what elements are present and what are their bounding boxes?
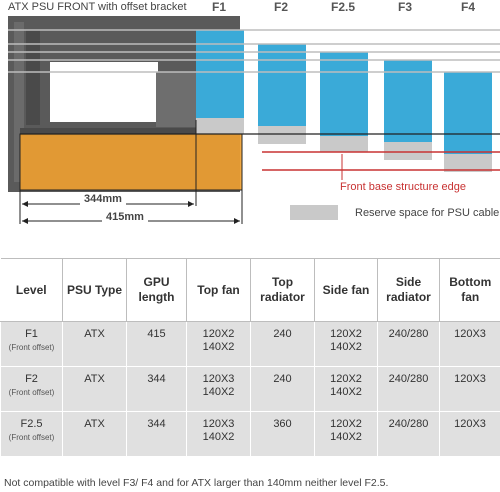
- cell-top-radiator: 240: [250, 321, 315, 367]
- table-row: F2.5 (Front offset) ATX 344 120X3 140X2 36…: [0, 411, 500, 457]
- chassis-cutout: [50, 62, 158, 122]
- cell-top-fan: 120X3 140X2: [186, 411, 251, 457]
- header-level: Level: [0, 258, 63, 322]
- cell-level: F1 (Front offset): [0, 321, 63, 367]
- cell-psu: ATX: [62, 411, 127, 457]
- side-fan-1: 120X2: [330, 418, 362, 430]
- level-f3-fan-area: [384, 60, 432, 144]
- top-fan-1: 120X3: [202, 418, 235, 430]
- side-fan-2: 140X2: [330, 386, 362, 398]
- cell-top-radiator: 240: [250, 366, 315, 412]
- level-note: (Front offset): [8, 388, 55, 397]
- level-label-f3: F3: [398, 0, 413, 14]
- compatibility-table: Level PSU Type GPU length Top fan Top ra…: [0, 258, 500, 457]
- cell-level: F2 (Front offset): [0, 366, 63, 412]
- header-side-radiator: Side radiator: [377, 258, 440, 322]
- level-label-f25: F2.5: [331, 0, 356, 14]
- level-value: F2: [25, 373, 38, 385]
- table-header-row: Level PSU Type GPU length Top fan Top ra…: [0, 258, 500, 322]
- header-top-radiator: Top radiator: [250, 258, 315, 322]
- table-row: F2 (Front offset) ATX 344 120X3 140X2 240 …: [0, 366, 500, 412]
- cell-top-radiator: 360: [250, 411, 315, 457]
- side-fan-1: 120X2: [330, 373, 362, 385]
- dim-long-arrow-right: [234, 218, 240, 224]
- header-top-fan: Top fan: [186, 258, 251, 322]
- cell-gpu: 415: [126, 321, 187, 367]
- level-f1-reserve: [196, 118, 244, 134]
- psu-gpu-area: [20, 134, 242, 190]
- level-f4-fan-area: [444, 72, 492, 156]
- cell-psu: ATX: [62, 366, 127, 412]
- chassis-io-panel: [26, 30, 40, 125]
- cell-side-radiator: 240/280: [377, 411, 440, 457]
- level-f4-reserve: [444, 154, 492, 172]
- level-label-f4: F4: [461, 0, 476, 14]
- chassis-rail: [14, 22, 24, 182]
- diagram-title: ATX PSU FRONT with offset bracket: [8, 1, 187, 13]
- dimension-415: 415mm: [102, 211, 148, 223]
- level-note: (Front offset): [8, 433, 55, 442]
- table-row: F1 (Front offset) ATX 415 120X2 140X2 240 …: [0, 321, 500, 367]
- reserve-legend-swatch: [290, 205, 338, 220]
- side-fan-2: 140X2: [330, 341, 362, 353]
- level-label-f1: F1: [212, 0, 227, 14]
- header-bottom-fan: Bottom fan: [439, 258, 500, 322]
- cell-bottom-fan: 120X3: [439, 321, 500, 367]
- level-f1-fan-area: [196, 30, 244, 120]
- chassis-diagram-graphic: [8, 16, 500, 224]
- cell-side-radiator: 240/280: [377, 321, 440, 367]
- level-note: (Front offset): [8, 343, 55, 352]
- cell-side-fan: 120X2 140X2: [314, 411, 378, 457]
- chassis-bracket: [156, 72, 196, 127]
- header-gpu-length: GPU length: [126, 258, 187, 322]
- top-fan-2: 140X2: [202, 431, 235, 443]
- cell-top-fan: 120X2 140X2: [186, 321, 251, 367]
- cell-level: F2.5 (Front offset): [0, 411, 63, 457]
- top-fan-2: 140X2: [202, 386, 235, 398]
- dimension-344: 344mm: [80, 193, 126, 205]
- top-fan-1: 120X3: [202, 373, 235, 385]
- side-fan-2: 140X2: [330, 431, 362, 443]
- level-value: F2.5: [20, 418, 43, 430]
- header-psu-type: PSU Type: [62, 258, 127, 322]
- header-side-fan: Side fan: [314, 258, 378, 322]
- level-f25-reserve: [320, 136, 368, 152]
- cell-top-fan: 120X3 140X2: [186, 366, 251, 412]
- reserve-legend-label: Reserve space for PSU cable: [355, 207, 500, 219]
- top-fan-1: 120X2: [202, 328, 235, 340]
- cell-bottom-fan: 120X3: [439, 366, 500, 412]
- front-edge-label: Front base structure edge: [340, 181, 466, 193]
- top-fan-2: 140X2: [202, 341, 235, 353]
- level-value: F1: [25, 328, 38, 340]
- compatibility-note: Not compatible with level F3/ F4 and for…: [4, 477, 389, 489]
- cell-side-radiator: 240/280: [377, 366, 440, 412]
- cell-side-fan: 120X2 140X2: [314, 321, 378, 367]
- compatibility-diagram: ATX PSU FRONT with offset bracket F1 F2 …: [8, 0, 500, 224]
- dim-long-arrow-left: [22, 218, 28, 224]
- cell-gpu: 344: [126, 411, 187, 457]
- level-f25-fan-area: [320, 52, 368, 138]
- level-label-f2: F2: [274, 0, 289, 14]
- level-f3-reserve: [384, 142, 432, 160]
- cell-psu: ATX: [62, 321, 127, 367]
- level-f2-fan-area: [258, 44, 306, 128]
- chassis-shelf: [20, 128, 230, 136]
- cell-bottom-fan: 120X3: [439, 411, 500, 457]
- side-fan-1: 120X2: [330, 328, 362, 340]
- dim-short-arrow-left: [22, 201, 28, 207]
- cell-side-fan: 120X2 140X2: [314, 366, 378, 412]
- cell-gpu: 344: [126, 366, 187, 412]
- dim-short-arrow-right: [188, 201, 194, 207]
- level-f2-reserve: [258, 126, 306, 144]
